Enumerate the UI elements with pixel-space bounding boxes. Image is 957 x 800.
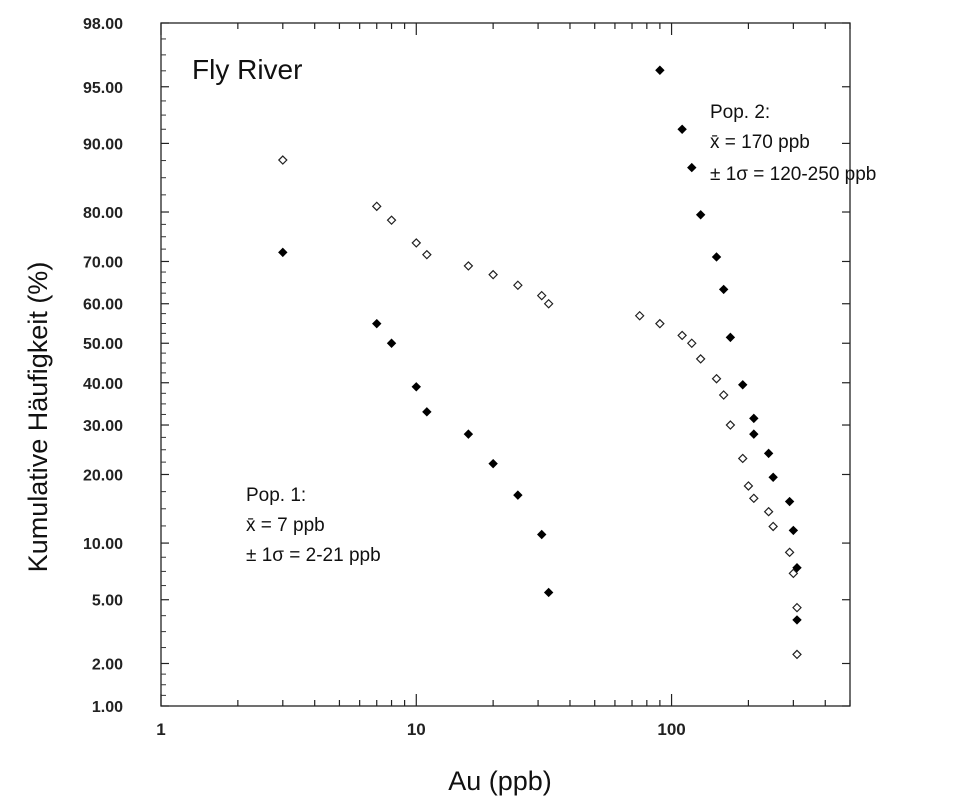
filled-diamond-point: [513, 490, 523, 500]
open-diamond-point: [513, 280, 523, 291]
y-axis-title: Kumulative Häufigkeit (%): [23, 262, 53, 573]
x-tick-label: 100: [657, 720, 685, 739]
open-diamond-point: [536, 290, 547, 301]
x-tick-label: 1: [156, 720, 165, 739]
x-tick-label: 10: [407, 720, 426, 739]
open-diamond-point: [768, 521, 779, 532]
y-tick-label: 20.00: [83, 467, 123, 484]
y-tick-label: 5.00: [92, 593, 123, 610]
open-diamond-point: [743, 481, 754, 491]
open-diamond-point: [737, 453, 748, 464]
x-axis-title: Au (ppb): [448, 766, 552, 796]
open-diamond-point: [718, 390, 729, 400]
plot-frame: [160, 22, 851, 707]
open-diamond-point: [695, 354, 706, 364]
open-diamond-point: [792, 602, 802, 613]
pop1-annotation: Pop. 1: x̄ = 7 ppb ± 1σ = 2-21 ppb: [246, 485, 381, 566]
filled-diamond-point: [749, 413, 759, 424]
pop2-label: Pop. 2:: [710, 102, 770, 123]
open-diamond-point: [711, 373, 722, 384]
y-tick-labels: 98.00 95.00 90.00 80.00 70.00 60.00 50.00 40.00…: [83, 16, 123, 716]
y-tick-label: 2.00: [92, 656, 123, 673]
filled-diamond-point: [792, 563, 802, 573]
y-tick-label: 80.00: [83, 205, 123, 222]
filled-diamond-point: [725, 332, 736, 343]
open-diamond-point: [488, 269, 498, 280]
filled-diamond-point: [711, 252, 722, 262]
pop1-sigma: ± 1σ = 2-21 ppb: [246, 545, 381, 566]
y-tick-label: 10.00: [83, 536, 123, 553]
filled-diamond-point: [788, 525, 799, 536]
filled-diamond-point: [655, 65, 665, 75]
open-diamond-point: [463, 261, 474, 271]
filled-diamond-point: [768, 472, 778, 482]
filled-diamond-point: [792, 615, 802, 625]
open-diamond-point: [677, 330, 687, 341]
filled-diamond-point: [411, 382, 421, 392]
filled-diamond-point: [763, 448, 774, 459]
pop1-label: Pop. 1:: [246, 485, 306, 506]
filled-diamond-point: [422, 407, 432, 417]
open-diamond-point: [792, 649, 802, 660]
filled-diamond-point: [687, 162, 697, 173]
filled-diamond-point: [372, 318, 382, 329]
pop1-mean: x̄ = 7 ppb: [246, 515, 325, 536]
filled-diamond-point: [718, 284, 729, 295]
open-diamond-point: [634, 310, 645, 321]
filled-diamond-point: [463, 429, 474, 439]
open-diamond-point: [386, 215, 397, 226]
open-diamond-point: [543, 298, 554, 309]
filled-diamond-point: [488, 458, 498, 469]
y-tick-label: 50.00: [83, 336, 123, 353]
open-diamond-point: [686, 338, 697, 349]
y-tick-label: 1.00: [92, 699, 123, 716]
chart-title: Fly River: [192, 54, 302, 85]
filled-diamond-point: [278, 247, 288, 258]
filled-diamond-point: [386, 338, 397, 348]
open-diamond-point: [411, 238, 422, 248]
filled-diamond-point: [749, 429, 759, 439]
y-tick-label: 98.00: [83, 16, 123, 33]
open-diamond-point: [371, 201, 382, 212]
filled-diamond-point: [738, 380, 748, 390]
pop2-sigma: ± 1σ = 120-250 ppb: [710, 164, 876, 185]
open-diamond-point: [655, 318, 665, 329]
pop2-annotation: Pop. 2: x̄ = 170 ppb ± 1σ = 120-250 ppb: [710, 102, 876, 185]
open-diamond-point: [784, 547, 795, 558]
filled-diamond-point: [537, 529, 547, 540]
open-diamond-point: [725, 420, 736, 430]
filled-diamond-point: [677, 124, 687, 134]
open-diamond-point: [763, 506, 774, 517]
data-points: [277, 65, 802, 660]
x-tick-labels: 1 10 100: [156, 720, 685, 739]
y-tick-label: 60.00: [83, 297, 123, 314]
y-tick-label: 40.00: [83, 376, 123, 393]
plot-axes: [160, 22, 851, 707]
filled-diamond-point: [784, 496, 795, 507]
open-diamond-point: [788, 568, 799, 579]
open-diamond-point: [422, 249, 432, 260]
y-tick-label: 95.00: [83, 80, 123, 97]
open-diamond-point: [748, 493, 759, 504]
open-diamond-point: [277, 155, 288, 165]
y-tick-label: 30.00: [83, 418, 123, 435]
y-tick-label: 90.00: [83, 136, 123, 153]
filled-diamond-point: [695, 210, 706, 220]
filled-diamond-point: [543, 587, 554, 598]
y-tick-label: 70.00: [83, 254, 123, 271]
pop2-mean: x̄ = 170 ppb: [710, 132, 810, 153]
